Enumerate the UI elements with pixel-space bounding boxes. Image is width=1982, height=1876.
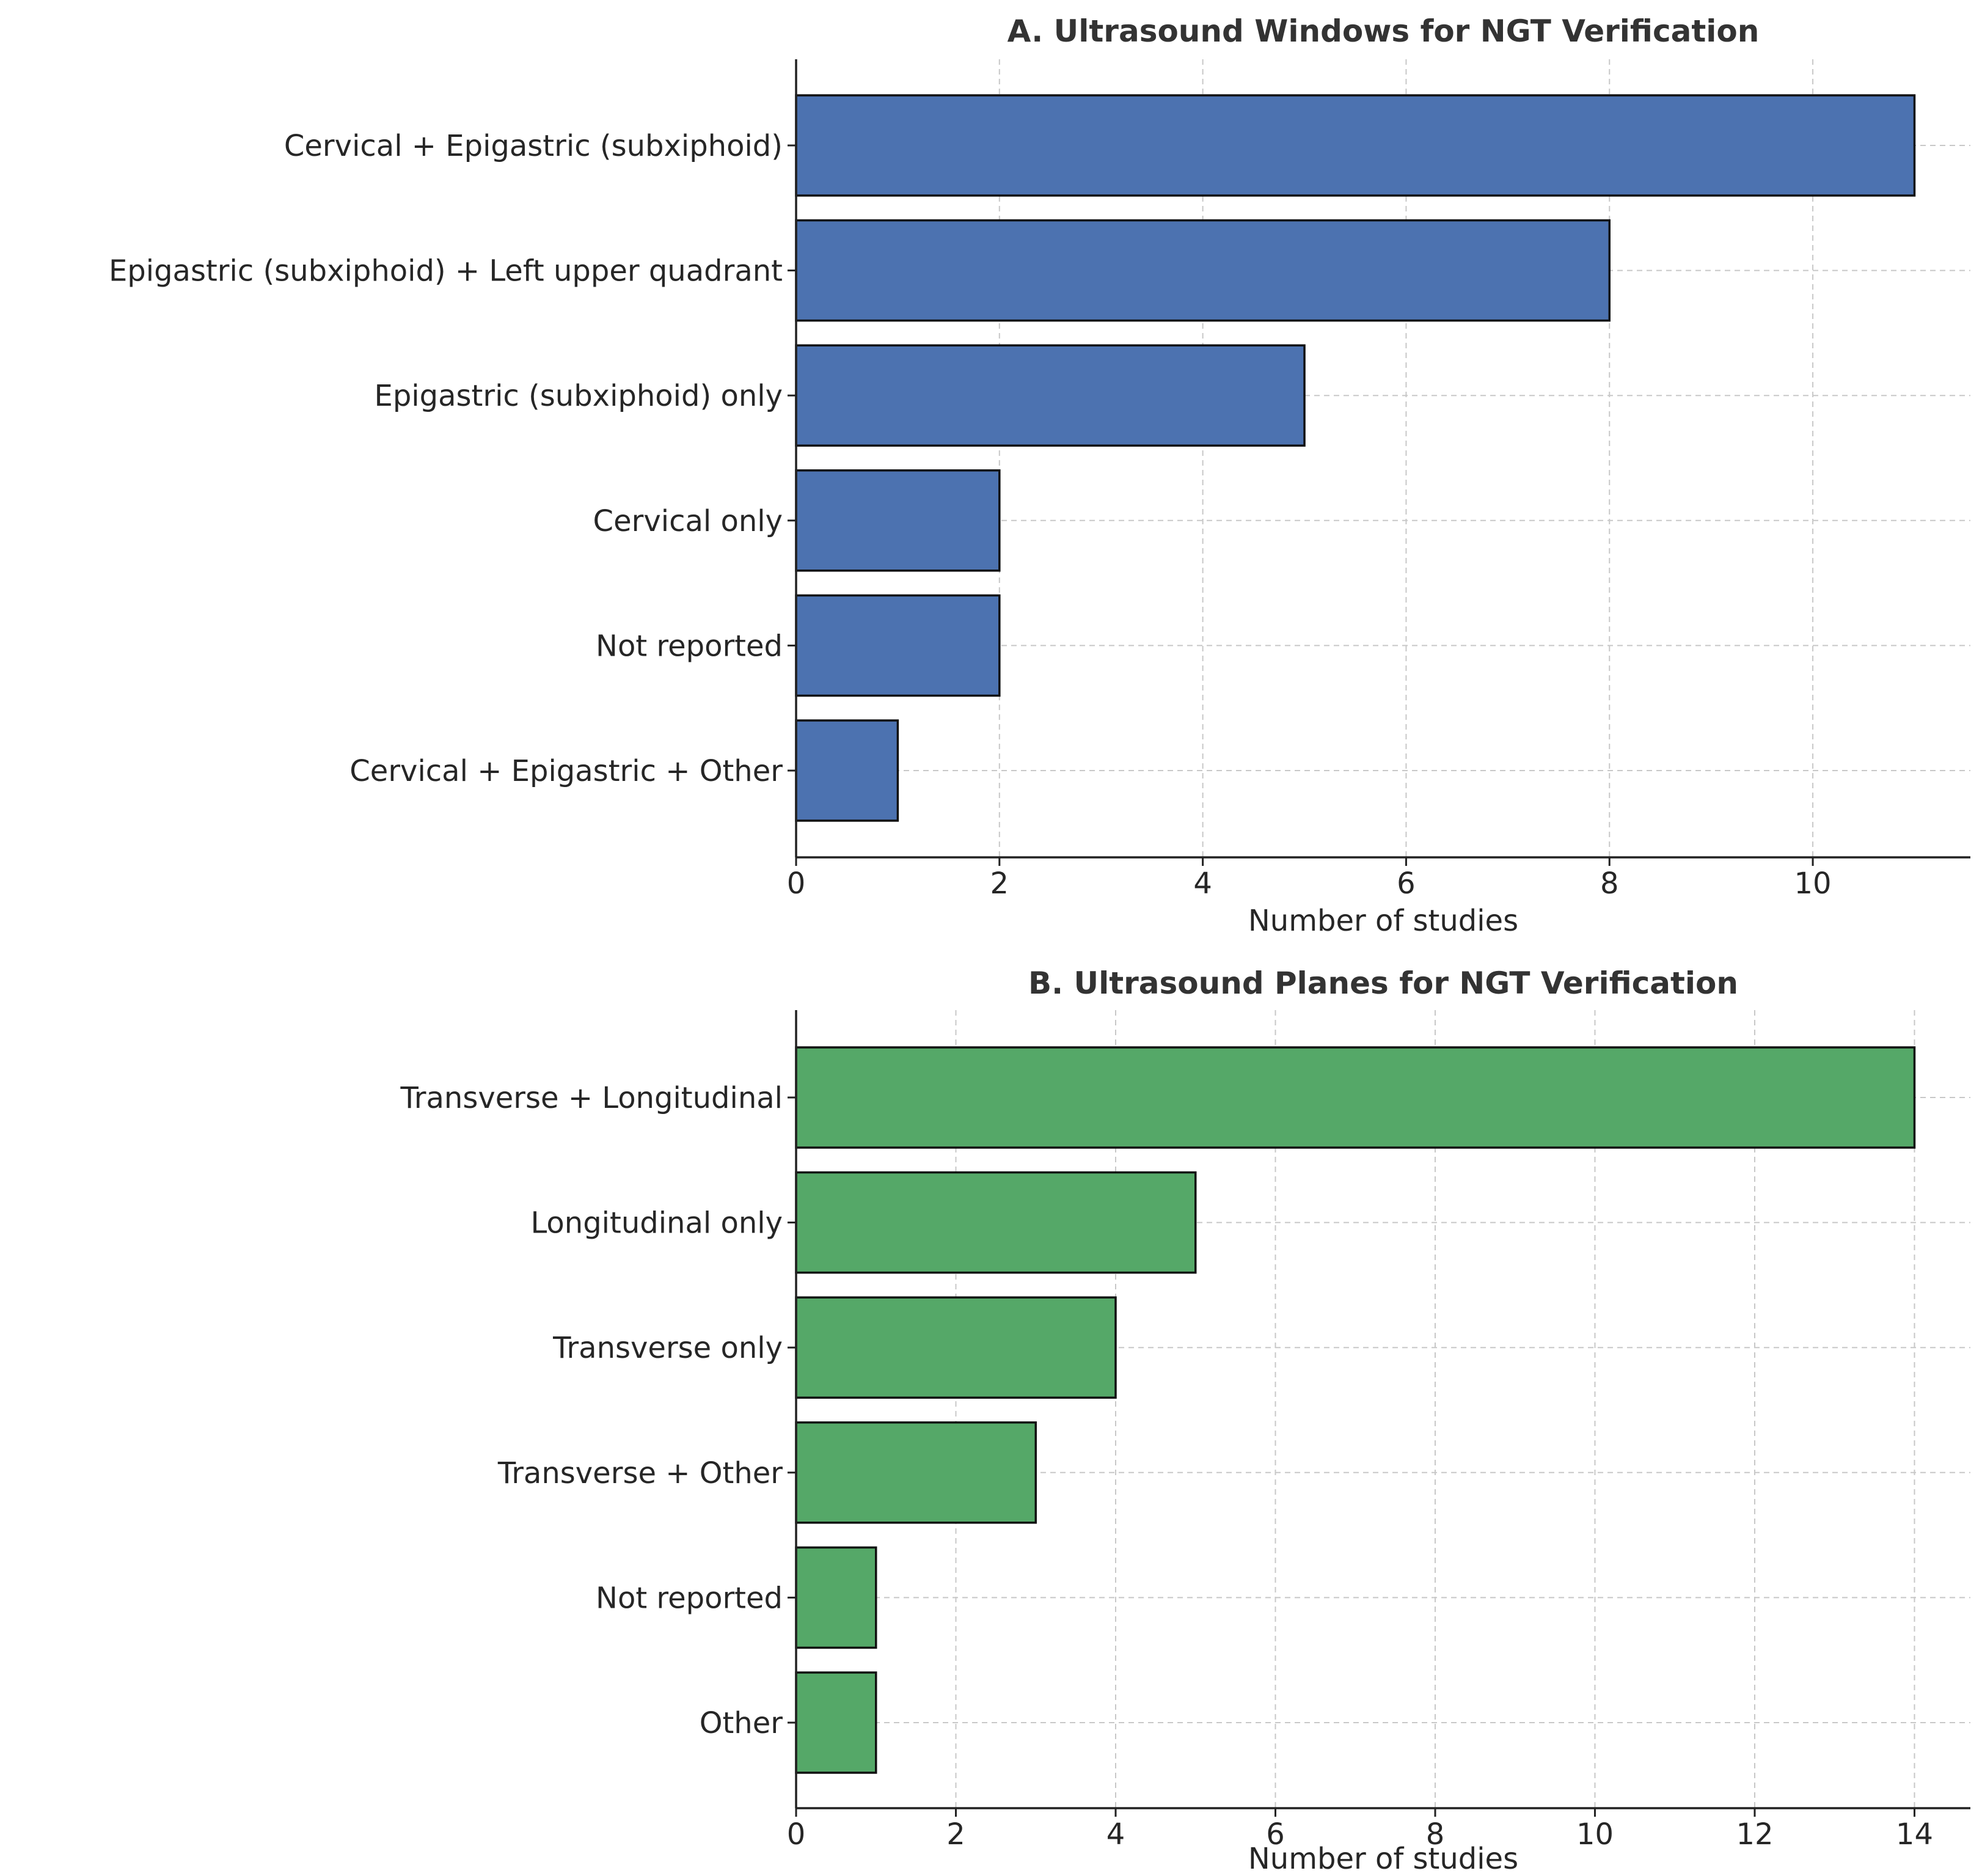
x-tick-label-b-3: 6 [1266, 1817, 1285, 1852]
x-tick-label-b-5: 10 [1576, 1817, 1614, 1852]
tick-labels-b: 0 2 4 6 8 10 12 14 [787, 1817, 1933, 1852]
category-labels-b: Transverse + Longitudinal Longitudinal on… [400, 1081, 783, 1740]
category-label-a-1: Epigastric (subxiphoid) + Left upper qua… [109, 254, 783, 288]
grid-b [795, 1010, 1970, 1808]
category-label-b-3: Transverse + Other [497, 1456, 783, 1490]
x-tick-label-a-0: 0 [787, 867, 806, 901]
bar-b-5 [795, 1671, 877, 1774]
x-tick-label-a-4: 8 [1600, 867, 1619, 901]
category-label-b-0: Transverse + Longitudinal [400, 1081, 783, 1115]
bars-b [795, 1046, 1916, 1774]
bar-b-0 [795, 1046, 1916, 1149]
x-tick-label-b-4: 8 [1426, 1817, 1445, 1852]
bar-b-4 [795, 1546, 877, 1649]
category-label-b-5: Other [700, 1706, 783, 1740]
bar-b-3 [795, 1421, 1037, 1524]
x-tick-label-a-5: 10 [1794, 867, 1832, 901]
category-label-a-4: Not reported [596, 629, 783, 663]
category-labels-a: Cervical + Epigastric (subxiphoid) Epigas… [109, 129, 783, 788]
x-tick-label-a-1: 2 [990, 867, 1009, 901]
category-label-a-5: Cervical + Epigastric + Other [349, 754, 783, 788]
tick-labels-a: 0 2 4 6 8 10 [787, 867, 1832, 901]
x-tick-label-a-3: 6 [1397, 867, 1416, 901]
bar-a-5 [795, 719, 899, 822]
axes-b [788, 1010, 1970, 1817]
bar-a-2 [795, 344, 1306, 447]
bar-a-3 [795, 469, 1001, 572]
chart-title-b: B. Ultrasound Planes for NGT Verificatio… [1028, 965, 1738, 1001]
panel-b-planes: B. Ultrasound Planes for NGT Verificatio… [400, 965, 1970, 1876]
x-tick-label-b-1: 2 [946, 1817, 965, 1852]
x-tick-label-a-2: 4 [1193, 867, 1212, 901]
x-tick-label-b-0: 0 [787, 1817, 806, 1852]
category-label-a-0: Cervical + Epigastric (subxiphoid) [284, 129, 783, 163]
bars-a [795, 94, 1916, 822]
x-tick-label-b-6: 12 [1736, 1817, 1773, 1852]
bar-a-1 [795, 219, 1611, 322]
category-label-b-4: Not reported [596, 1581, 783, 1615]
chart-title-a: A. Ultrasound Windows for NGT Verificati… [1007, 13, 1760, 49]
x-axis-label-a: Number of studies [1248, 904, 1518, 938]
category-label-a-3: Cervical only [593, 504, 783, 538]
bar-b-2 [795, 1296, 1117, 1399]
bar-b-1 [795, 1171, 1197, 1274]
panel-a-windows: A. Ultrasound Windows for NGT Verificati… [109, 13, 1970, 938]
category-label-a-2: Epigastric (subxiphoid) only [374, 379, 783, 413]
bar-a-4 [795, 594, 1001, 697]
x-tick-label-b-7: 14 [1896, 1817, 1933, 1852]
category-label-b-2: Transverse only [552, 1331, 783, 1365]
axes-a [788, 59, 1970, 866]
x-tick-label-b-2: 4 [1106, 1817, 1125, 1852]
bar-a-0 [795, 94, 1916, 197]
category-label-b-1: Longitudinal only [531, 1206, 783, 1240]
x-axis-label-b: Number of studies [1248, 1842, 1518, 1876]
